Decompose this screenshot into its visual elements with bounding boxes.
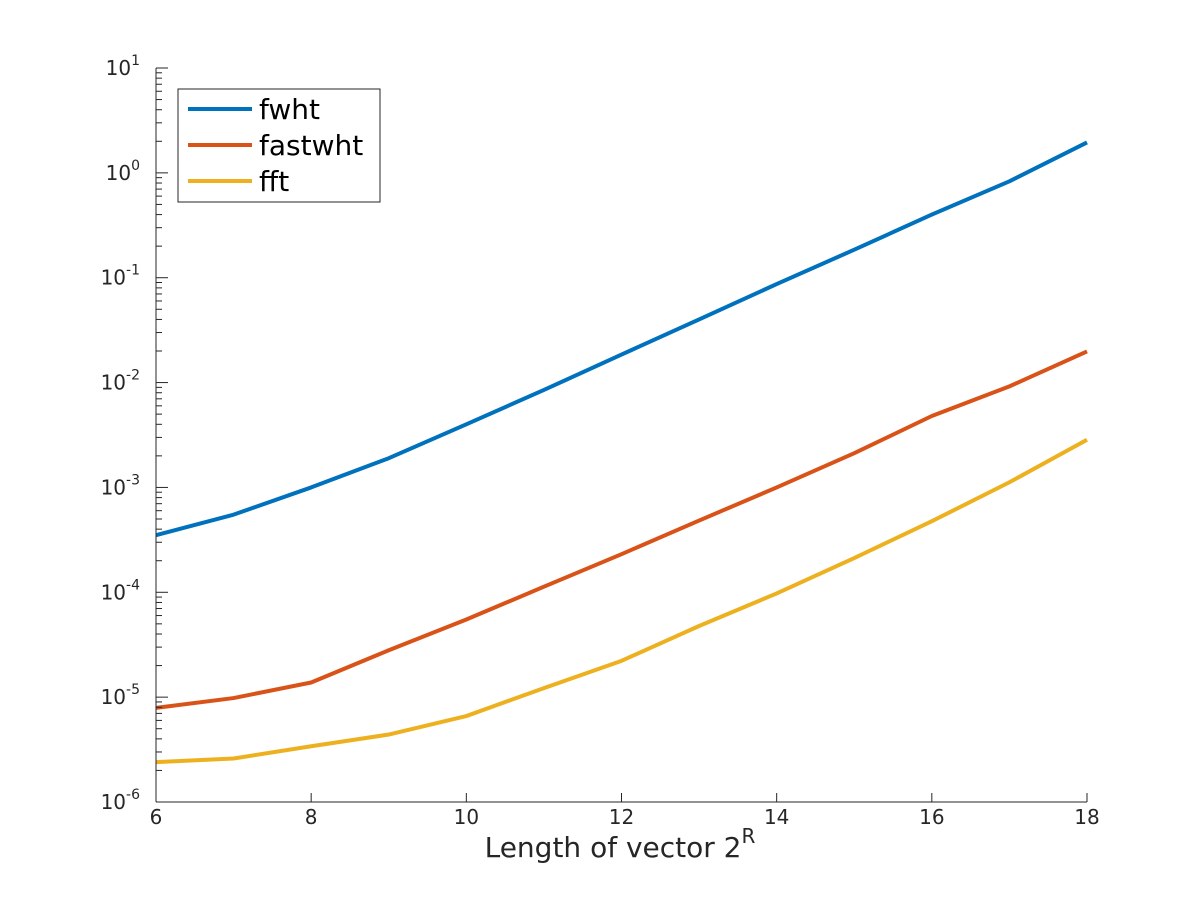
axes-layer: 6 8 10 12 14 16 1810-610-510-410-310-210-11001… — [101, 53, 1100, 829]
y-tick-label: 100 — [106, 158, 140, 185]
y-tick-label-base: 10 — [101, 475, 126, 499]
x-tick-label: 18 — [1074, 805, 1099, 829]
legend-label-fastwht: fastwht — [259, 129, 363, 162]
x-axis-label-superscript: R — [742, 824, 756, 848]
y-tick-label-exponent: -5 — [126, 682, 140, 698]
series-line-fwht — [155, 140, 1088, 538]
legend-label-fwht: fwht — [259, 93, 320, 126]
y-tick-label-base: 10 — [101, 266, 126, 290]
y-tick-label: 10-5 — [101, 682, 140, 709]
y-tick-label-exponent: 1 — [131, 53, 140, 69]
y-tick-label-exponent: -3 — [126, 472, 140, 488]
y-tick-label: 10-3 — [101, 472, 140, 499]
y-tick-label-base: 10 — [106, 56, 131, 80]
series-layer — [155, 140, 1088, 765]
y-tick-label: 10-2 — [101, 368, 140, 395]
x-tick-label: 12 — [609, 805, 634, 829]
y-tick-label-base: 10 — [106, 161, 131, 185]
y-tick-label: 10-6 — [101, 787, 141, 814]
series-line-fft — [155, 437, 1088, 765]
y-tick-label-base: 10 — [101, 685, 126, 709]
y-tick-label-exponent: -4 — [126, 577, 140, 593]
x-tick-label: 16 — [919, 805, 944, 829]
x-tick-label: 14 — [764, 805, 789, 829]
y-tick-label: 10-4 — [101, 577, 141, 604]
x-axis-label: Length of vector 2R — [485, 824, 756, 864]
legend-label-fft: fft — [259, 165, 289, 198]
y-tick-label-exponent: -6 — [126, 787, 140, 803]
x-tick-label: 6 — [150, 805, 163, 829]
y-tick-label-exponent: -1 — [126, 263, 140, 279]
y-tick-label: 101 — [106, 53, 140, 80]
y-tick-label-base: 10 — [101, 371, 126, 395]
y-tick-label: 10-1 — [101, 263, 140, 290]
y-tick-label-exponent: 0 — [131, 158, 140, 174]
y-tick-label-exponent: -2 — [126, 368, 140, 384]
x-tick-label: 10 — [454, 805, 479, 829]
x-axis-label-text: Length of vector 2 — [485, 831, 742, 864]
x-tick-label: 8 — [305, 805, 318, 829]
y-tick-label-base: 10 — [101, 790, 126, 814]
y-tick-label-base: 10 — [101, 580, 126, 604]
series-line-fastwht — [155, 349, 1088, 710]
